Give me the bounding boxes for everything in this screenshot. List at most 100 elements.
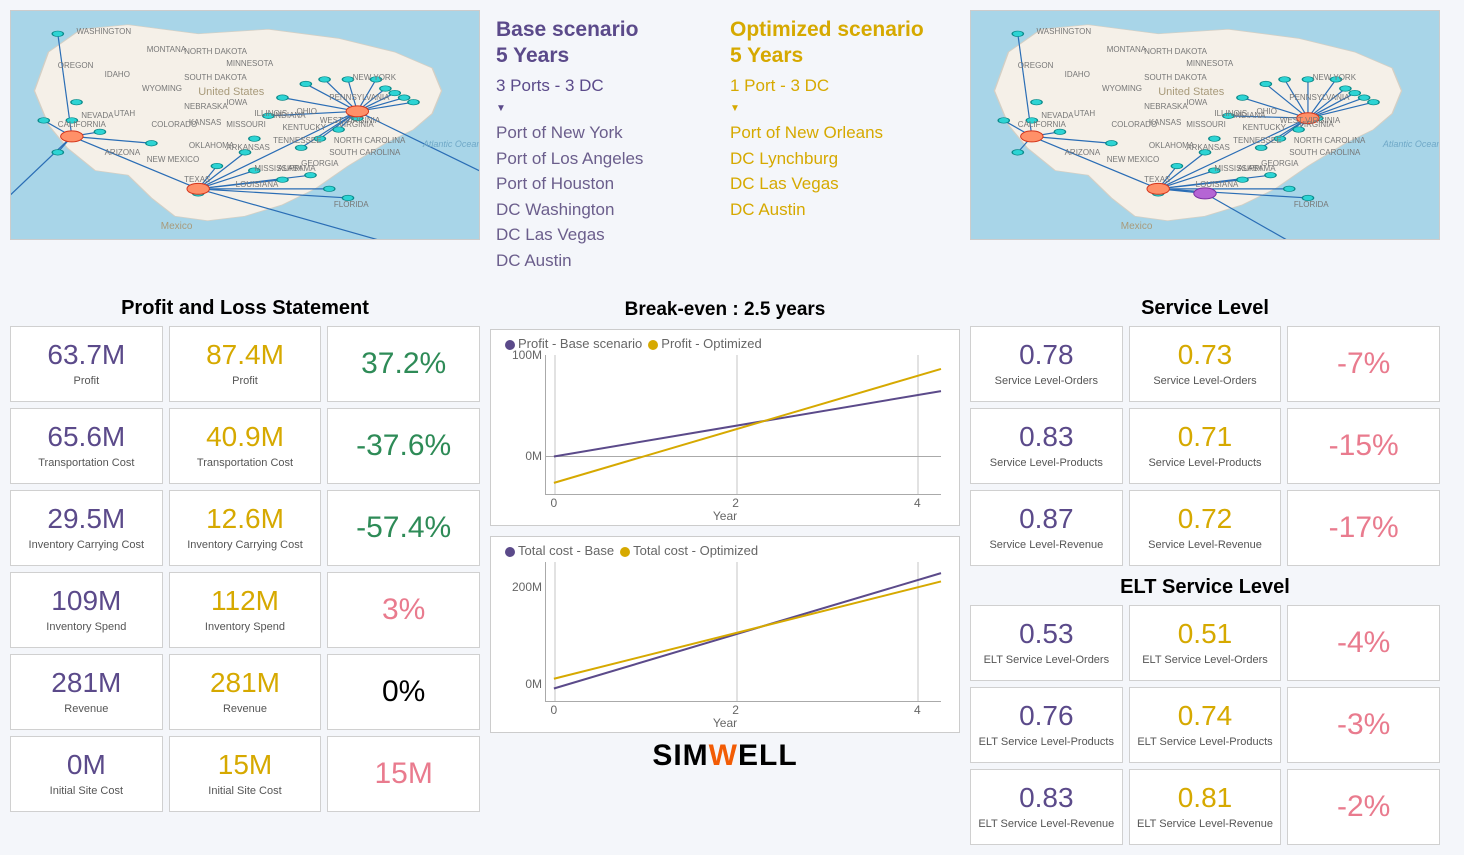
map-label: KANSAS — [1149, 118, 1181, 127]
kpi-value: 0M — [15, 751, 158, 779]
kpi-label: Service Level-Revenue — [1134, 539, 1277, 551]
kpi-value: 87.4M — [174, 341, 317, 369]
kpi-label: ELT Service Level-Orders — [975, 654, 1118, 666]
map-label: NEW YORK — [1313, 73, 1356, 82]
map-label: NEVADA — [81, 111, 113, 120]
map-label: TENNESSEE — [273, 136, 321, 145]
kpi-card: 0.53 ELT Service Level-Orders — [970, 605, 1123, 681]
kpi-value: 0.81 — [1134, 784, 1277, 812]
map-label: ARKANSAS — [1186, 143, 1230, 152]
kpi-label: ELT Service Level-Products — [1134, 736, 1277, 748]
kpi-card: 0.74ELT Service Level-Products — [1129, 687, 1282, 763]
map-label: NEVADA — [1041, 111, 1073, 120]
kpi-label: Profit — [174, 375, 317, 387]
chevron-down-icon: ▼ — [730, 103, 740, 114]
kpi-card: 0.51ELT Service Level-Orders — [1129, 605, 1282, 681]
map-label: MINNESOTA — [226, 59, 273, 68]
map-label: GEORGIA — [1261, 159, 1298, 168]
kpi-value: -37.6% — [332, 431, 475, 461]
kpi-card: 0.72Service Level-Revenue — [1129, 490, 1282, 566]
map-label: Atlantic Ocean — [1383, 139, 1440, 149]
kpi-label: Profit — [15, 375, 158, 387]
kpi-label: ELT Service Level-Revenue — [1134, 818, 1277, 830]
kpi-value: 0.83 — [975, 423, 1118, 451]
kpi-card: -15% — [1287, 408, 1440, 484]
map-label: CALIFORNIA — [1018, 120, 1066, 129]
scenario-item: Port of New Orleans — [730, 120, 954, 146]
map-label: IOWA — [1186, 98, 1207, 107]
kpi-value: 0.53 — [975, 620, 1118, 648]
scenario-item: Port of New York — [496, 120, 720, 146]
scenario-sub: 5 Years — [730, 44, 954, 68]
axis-label: Year — [499, 716, 951, 730]
map-label: Atlantic Ocean — [423, 139, 480, 149]
kpi-label: Transportation Cost — [15, 457, 158, 469]
kpi-card: 0.71Service Level-Products — [1129, 408, 1282, 484]
scenario-item: DC Lynchburg — [730, 146, 954, 172]
map-label: PENNSYLVANIA — [1289, 93, 1349, 102]
scenario-ports[interactable]: 3 Ports - 3 DC▼ — [496, 76, 720, 116]
map-label: GEORGIA — [301, 159, 338, 168]
charts-section: Break-even : 2.5 years Profit - Base sce… — [490, 291, 960, 845]
map-label: United States — [1158, 86, 1224, 98]
kpi-card: 0MInitial Site Cost — [10, 736, 163, 812]
map-label: OREGON — [1018, 61, 1054, 70]
map-label: MONTANA — [1107, 45, 1146, 54]
map-label: SOUTH DAKOTA — [184, 73, 247, 82]
kpi-value: 0.83 — [975, 784, 1118, 812]
map-label: TEXAS — [1144, 175, 1170, 184]
kpi-value: 112M — [174, 587, 317, 615]
map-label: FLORIDA — [334, 200, 369, 209]
map-label: NORTH DAKOTA — [184, 47, 247, 56]
kpi-value: 0.87 — [975, 505, 1118, 533]
kpi-card: 15M — [327, 736, 480, 812]
scenario-item: Port of Houston — [496, 171, 720, 197]
kpi-label: Service Level-Orders — [975, 375, 1118, 387]
kpi-card: 0.73Service Level-Orders — [1129, 326, 1282, 402]
kpi-card: 29.5MInventory Carrying Cost — [10, 490, 163, 566]
scenario-ports[interactable]: 1 Port - 3 DC▼ — [730, 76, 954, 116]
kpi-value: 0.71 — [1134, 423, 1277, 451]
map-label: VIRGINIA — [339, 120, 374, 129]
map-label: FLORIDA — [1294, 200, 1329, 209]
kpi-value: 40.9M — [174, 423, 317, 451]
kpi-label: ELT Service Level-Revenue — [975, 818, 1118, 830]
kpi-card: 3% — [327, 572, 480, 648]
kpi-label: Inventory Carrying Cost — [15, 539, 158, 551]
kpi-label: Transportation Cost — [174, 457, 317, 469]
chart-title: Break-even : 2.5 years — [490, 299, 960, 321]
map-label: OHIO — [1256, 107, 1276, 116]
kpi-label: Service Level-Products — [975, 457, 1118, 469]
map-label: IDAHO — [105, 70, 130, 79]
axis-label: Year — [499, 509, 951, 523]
kpi-label: Revenue — [15, 703, 158, 715]
pl-section: Profit and Loss Statement 63.7MProfit87.… — [10, 291, 480, 845]
kpi-value: -3% — [1292, 710, 1435, 740]
kpi-card: 281MRevenue — [10, 654, 163, 730]
map-label: United States — [198, 86, 264, 98]
map-base[interactable]: WASHINGTONOREGONMONTANAIDAHONEVADAUTAHAR… — [10, 10, 480, 240]
kpi-card: -2% — [1287, 769, 1440, 845]
kpi-card: -57.4% — [327, 490, 480, 566]
kpi-label: ELT Service Level-Products — [975, 736, 1118, 748]
kpi-value: -2% — [1292, 792, 1435, 822]
section-title: Service Level — [970, 297, 1440, 320]
kpi-card: 0% — [327, 654, 480, 730]
section-title: Profit and Loss Statement — [10, 297, 480, 320]
logo: SIMWELL — [490, 739, 960, 773]
kpi-value: 37.2% — [332, 349, 475, 379]
map-label: SOUTH CAROLINA — [1289, 148, 1360, 157]
chart-cost[interactable]: Total cost - BaseTotal cost - Optimized2… — [490, 536, 960, 733]
map-opt[interactable]: WASHINGTONOREGONMONTANAIDAHONEVADAUTAHAR… — [970, 10, 1440, 240]
map-label: CALIFORNIA — [58, 120, 106, 129]
map-label: UTAH — [1074, 109, 1095, 118]
kpi-value: 65.6M — [15, 423, 158, 451]
kpi-card: 281MRevenue — [169, 654, 322, 730]
map-label: NEBRASKA — [184, 102, 228, 111]
scenario-title: Base scenario — [496, 18, 720, 42]
map-label: UTAH — [114, 109, 135, 118]
chart-profit[interactable]: Profit - Base scenarioProfit - Optimized… — [490, 329, 960, 526]
chart-legend: Total cost - BaseTotal cost - Optimized — [499, 543, 951, 558]
kpi-value: -15% — [1292, 431, 1435, 461]
map-label: IOWA — [226, 98, 247, 107]
